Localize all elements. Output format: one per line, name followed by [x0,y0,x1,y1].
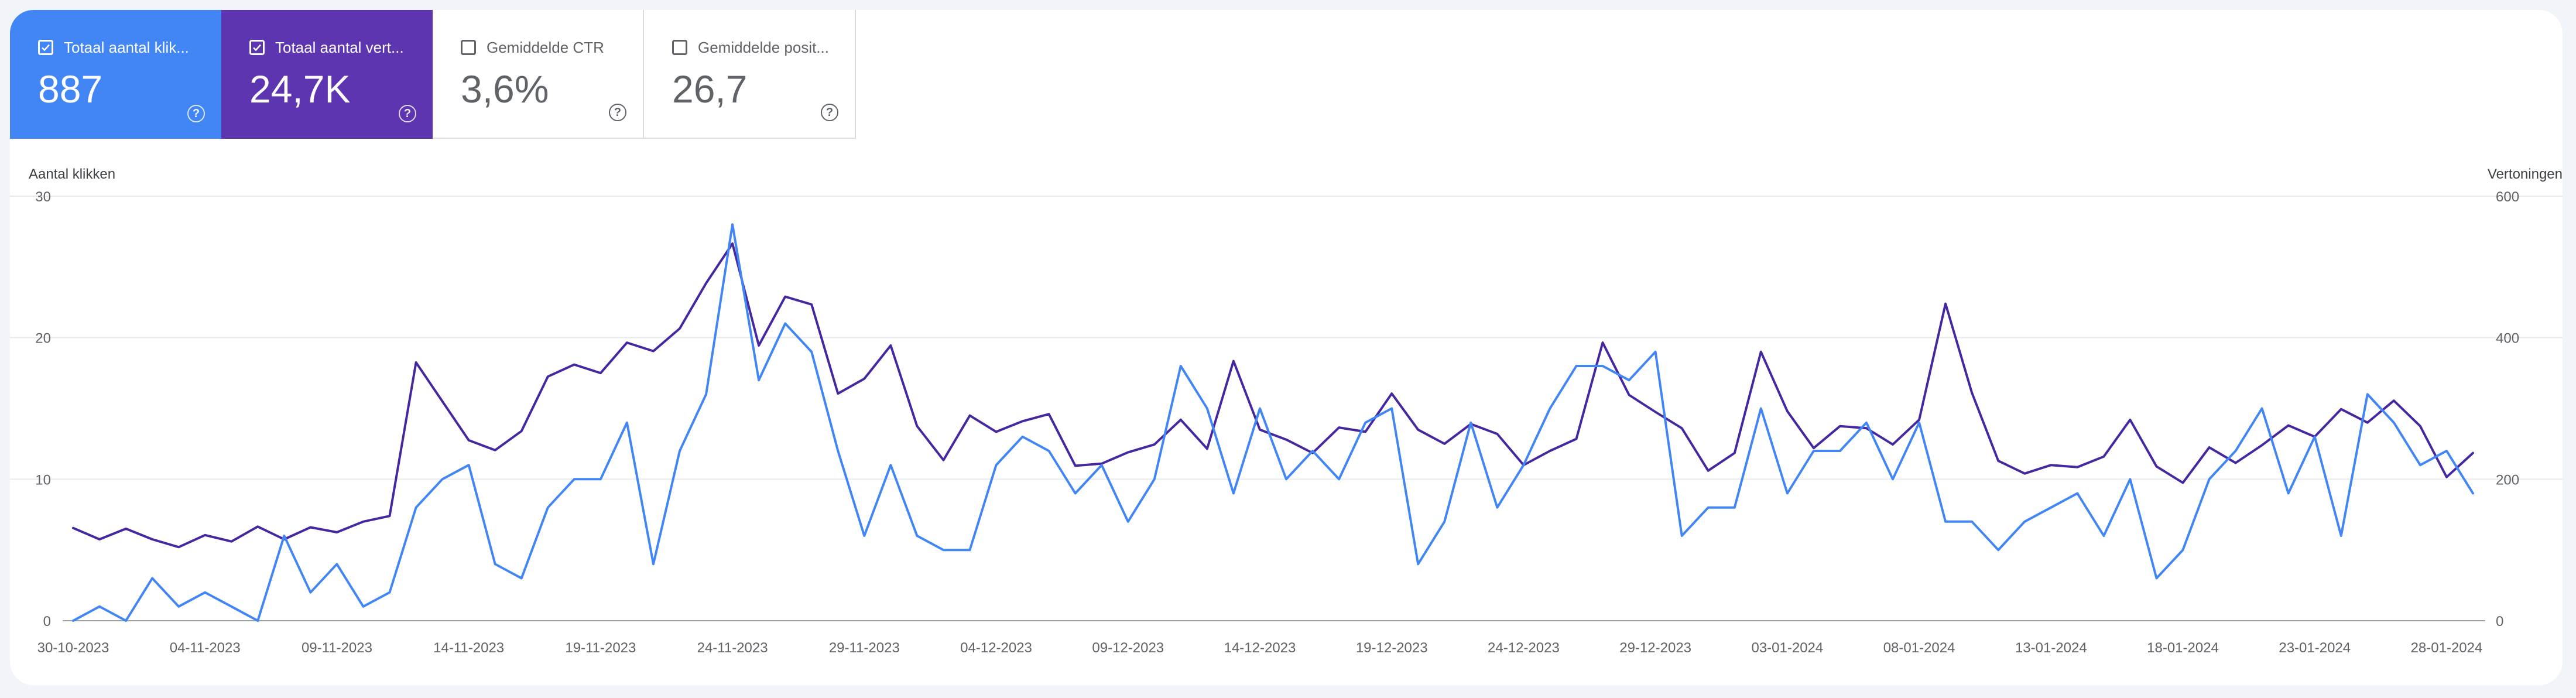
x-axis-tick-label: 04-12-2023 [960,640,1032,656]
performance-panel: Totaal aantal klik... 887 ? Totaal aanta… [10,10,2563,685]
left-axis-tick-label: 20 [35,331,51,347]
metric-card-total-clicks[interactable]: Totaal aantal klik... 887 ? [10,10,221,139]
metric-card-value: 26,7 [672,67,748,111]
left-axis-tick-label: 10 [35,472,51,488]
x-axis-tick-label: 23-01-2024 [2279,640,2351,656]
right-axis-label: Vertoningen [2487,166,2563,182]
right-axis-tick-label: 200 [2496,472,2519,488]
metric-card-average-ctr[interactable]: Gemiddelde CTR 3,6% ? [433,10,644,139]
x-axis-tick-label: 28-01-2024 [2411,640,2483,656]
right-axis-tick-label: 600 [2496,189,2519,205]
metric-card-title: Totaal aantal vert... [275,38,404,56]
impressions-series-line [72,242,2474,549]
metric-card-title: Gemiddelde CTR [487,38,604,56]
left-axis-tick-label: 0 [43,614,51,629]
x-axis-tick-label: 04-11-2023 [170,640,241,656]
metric-card-title: Gemiddelde posit... [698,38,830,56]
x-axis-tick-label: 29-11-2023 [829,640,900,656]
x-axis-tick-label: 24-11-2023 [697,640,768,656]
right-axis-tick-label: 400 [2496,331,2519,347]
metric-card-average-position[interactable]: Gemiddelde posit... 26,7 ? [644,10,856,139]
checkbox-unchecked-icon[interactable] [672,40,687,55]
help-icon[interactable]: ? [609,104,626,121]
x-axis-tick-label: 14-12-2023 [1224,640,1296,656]
x-axis-tick-label: 30-10-2023 [37,640,109,656]
metric-card-value: 3,6% [461,67,549,111]
help-icon[interactable]: ? [187,105,205,122]
x-axis-tick-label: 18-01-2024 [2147,640,2219,656]
x-axis-tick-label: 08-01-2024 [1883,640,1955,656]
checkbox-checked-icon[interactable] [249,40,265,55]
x-axis-tick-label: 14-11-2023 [433,640,504,656]
clicks-series-line [72,223,2474,622]
left-axis-label: Aantal klikken [29,166,116,182]
x-axis-tick-label: 19-11-2023 [565,640,636,656]
x-axis-tick-label: 03-01-2024 [1751,640,1823,656]
checkbox-checked-icon[interactable] [38,40,53,55]
help-icon[interactable]: ? [821,104,838,121]
checkbox-unchecked-icon[interactable] [461,40,476,55]
x-axis-tick-label: 09-12-2023 [1092,640,1164,656]
metric-card-value: 887 [38,67,103,111]
x-axis-tick-label: 29-12-2023 [1619,640,1691,656]
help-icon[interactable]: ? [399,105,416,122]
performance-line-chart[interactable]: 0 10 20 30 0 200 400 600 30-10-2023 04-11-2023 09-… [10,10,2563,685]
left-axis-tick-label: 30 [35,189,51,205]
metric-card-total-impressions[interactable]: Totaal aantal vert... 24,7K ? [221,10,433,139]
x-axis-tick-label: 24-12-2023 [1488,640,1560,656]
metric-card-title: Totaal aantal klik... [64,38,189,56]
metric-card-value: 24,7K [249,67,351,111]
right-axis-tick-label: 0 [2496,614,2503,629]
x-axis-tick-label: 19-12-2023 [1356,640,1428,656]
x-axis-tick-label: 13-01-2024 [2015,640,2087,656]
x-axis-tick-label: 09-11-2023 [302,640,372,656]
